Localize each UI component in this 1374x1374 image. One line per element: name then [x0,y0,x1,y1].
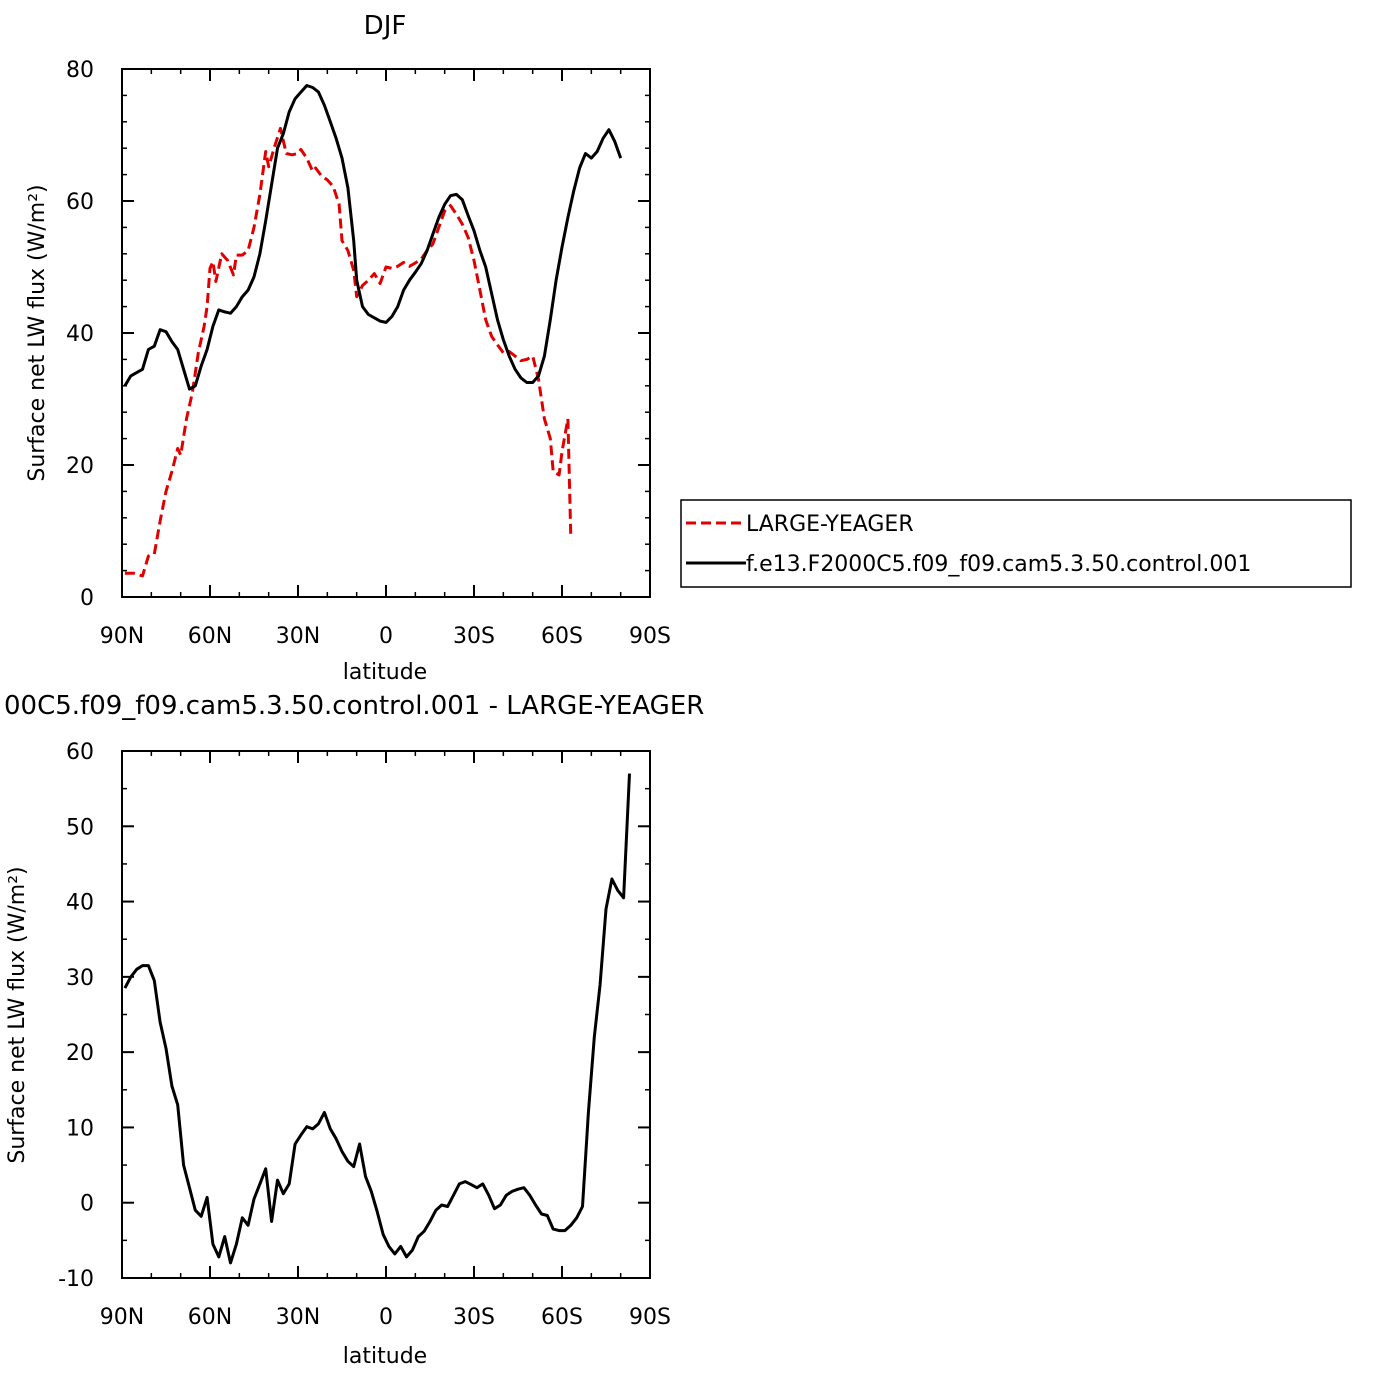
legend-box [680,499,1352,588]
top-plot-title: DJF [364,11,407,41]
bottom-x-tick-label: 90N [100,1305,144,1330]
top-y-axis-title: Surface net LW flux (W/m²) [25,184,50,481]
legend-label-large-yeager: LARGE-YEAGER [746,512,914,537]
top-series [123,84,623,578]
top-x-tick-label: 30S [453,624,495,649]
top-panel: DJF 90N 60N 30N 0 30S 60S 90S 0 20 40 60 80 latitud… [25,11,671,685]
bottom-x-tick-label: 90S [629,1305,671,1330]
top-x-tick-label: 90N [100,624,144,649]
bottom-y-tick-label: 30 [66,966,94,991]
bottom-x-tick-label: 60N [188,1305,232,1330]
bottom-plot-frame [121,750,651,1279]
top-series-line-1 [124,126,573,578]
bottom-y-axis-title: Surface net LW flux (W/m²) [5,866,30,1163]
legend: LARGE-YEAGER f.e13.F2000C5.f09_f09.cam5.… [680,499,1352,588]
top-x-axis-title: latitude [343,660,427,685]
top-x-tick-label: 60N [188,624,232,649]
bottom-x-tick-label: 30N [276,1305,320,1330]
top-y-tick-label: 0 [80,586,94,611]
top-x-tick-label: 90S [629,624,671,649]
bottom-panel: 00C5.f09_f09.cam5.3.50.control.001 - LAR… [4,691,704,1369]
top-plot-frame [121,68,651,598]
top-x-tick-label: 60S [541,624,583,649]
bottom-x-tick-label: 0 [379,1305,393,1330]
top-x-tick-label: 0 [379,624,393,649]
bottom-ticks: 90N 60N 30N 0 30S 60S 90S -10 0 10 20 30 40 50 60 [58,740,671,1330]
bottom-y-tick-label: -10 [58,1267,94,1292]
top-y-tick-label: 40 [66,322,94,347]
bottom-x-tick-label: 30S [453,1305,495,1330]
bottom-y-tick-label: 60 [66,740,94,765]
top-ticks: 90N 60N 30N 0 30S 60S 90S 0 20 40 60 80 [66,58,671,649]
bottom-series-line-1 [123,773,631,1265]
bottom-x-axis-title: latitude [343,1344,427,1369]
top-y-tick-label: 60 [66,190,94,215]
top-x-tick-label: 30N [276,624,320,649]
bottom-y-tick-label: 0 [80,1192,94,1217]
bottom-series [123,773,631,1265]
legend-label-control: f.e13.F2000C5.f09_f09.cam5.3.50.control.… [746,552,1251,577]
top-y-tick-label: 80 [66,58,94,83]
bottom-plot-title: 00C5.f09_f09.cam5.3.50.control.001 - LAR… [4,691,704,721]
top-y-tick-label: 20 [66,454,94,479]
bottom-y-tick-label: 10 [66,1116,94,1141]
bottom-y-tick-label: 20 [66,1041,94,1066]
bottom-x-tick-label: 60S [541,1305,583,1330]
top-series-line-2 [123,84,623,391]
bottom-y-tick-label: 50 [66,815,94,840]
bottom-y-tick-label: 40 [66,891,94,916]
